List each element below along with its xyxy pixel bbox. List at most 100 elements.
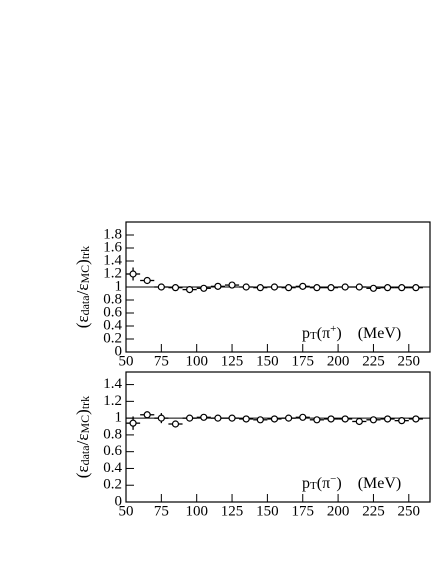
data-point — [285, 284, 293, 292]
y-label-part: /ε — [73, 434, 92, 446]
data-point — [355, 283, 363, 291]
data-point — [313, 416, 321, 424]
x-tick-label: 125 — [221, 503, 244, 519]
y-tick-label: 1 — [115, 278, 123, 294]
y-label-part: (ε — [73, 315, 92, 328]
y-axis-label: (εdata/εMC)trk — [73, 246, 92, 328]
data-point — [171, 420, 180, 428]
data-point — [398, 417, 406, 425]
annotation-part: p — [302, 325, 310, 342]
x-tick-label: 50 — [119, 503, 134, 519]
annotation-part: ) — [336, 475, 341, 492]
y-axis-label: (εdata/εMC)trk — [73, 396, 92, 478]
y-tick-label: 1.2 — [103, 265, 122, 281]
annotation-part: (MeV) — [358, 325, 402, 342]
data-point — [341, 283, 349, 291]
annotation-part: ) — [336, 325, 341, 342]
x-tick-label: 125 — [221, 353, 244, 369]
data-point — [369, 284, 378, 292]
y-tick-label: 1.4 — [103, 376, 122, 392]
y-label-part: (ε — [73, 465, 92, 478]
data-point — [412, 415, 420, 423]
data-point — [299, 282, 307, 290]
data-point — [143, 276, 151, 285]
x-tick-label: 50 — [119, 353, 134, 369]
y-tick-label: 0.8 — [103, 291, 122, 307]
x-tick-label: 225 — [362, 503, 385, 519]
plot-frame — [125, 371, 431, 503]
y-label-part: data — [78, 445, 92, 466]
data-point — [214, 282, 222, 290]
data-point — [214, 414, 222, 422]
x-tick-label: 225 — [362, 353, 385, 369]
annotation: pT(π+) (MeV) — [302, 323, 401, 342]
y-tick-label: 1.4 — [103, 252, 122, 268]
data-point — [369, 416, 378, 424]
annotation-part: T — [310, 480, 317, 492]
x-tick-label: 75 — [154, 503, 169, 519]
y-tick-label: 0.4 — [103, 317, 122, 333]
y-label-part: trk — [78, 396, 92, 409]
data-point — [256, 284, 264, 292]
data-point — [143, 411, 151, 419]
x-tick-label: 175 — [291, 353, 314, 369]
data-point — [256, 416, 264, 424]
annotation-part: (π — [317, 475, 330, 492]
annotation-part: T — [310, 330, 317, 342]
data-point — [341, 415, 349, 423]
data-point — [327, 415, 335, 423]
x-tick-label: 250 — [398, 503, 421, 519]
y-label-part: ) — [73, 259, 92, 265]
y-tick-label: 0 — [115, 493, 123, 509]
y-label-part: trk — [78, 246, 92, 259]
annotation: pT(π−) (MeV) — [302, 473, 401, 492]
y-tick-label: 1.2 — [103, 393, 122, 409]
y-tick-label: 1 — [115, 410, 123, 426]
data-point — [242, 283, 250, 291]
data-point — [157, 283, 165, 291]
y-tick-label: 0.8 — [103, 426, 122, 442]
data-point — [313, 284, 321, 292]
x-tick-label: 100 — [185, 353, 208, 369]
y-label-part: MC — [78, 415, 92, 434]
x-tick-label: 200 — [327, 503, 350, 519]
data-point — [383, 415, 392, 423]
data-point — [157, 414, 165, 422]
y-tick-label: 1.6 — [103, 239, 122, 255]
y-label-part: data — [78, 295, 92, 316]
data-point — [171, 284, 180, 292]
data-point — [285, 414, 293, 422]
data-point — [228, 414, 236, 422]
data-point — [327, 284, 335, 292]
y-tick-label: 0.6 — [103, 304, 122, 320]
data-point — [228, 281, 236, 289]
data-point — [242, 415, 250, 423]
annotation-part: p — [302, 475, 310, 492]
x-tick-label: 75 — [154, 353, 169, 369]
data-point — [200, 284, 208, 292]
data-point — [129, 270, 137, 278]
y-tick-label: 0.2 — [103, 477, 122, 493]
data-point — [412, 284, 420, 292]
x-tick-label: 175 — [291, 503, 314, 519]
data-point — [200, 413, 208, 421]
x-tick-label: 150 — [256, 503, 279, 519]
y-tick-label: 0 — [115, 343, 123, 359]
data-point — [299, 413, 307, 421]
x-tick-label: 200 — [327, 353, 350, 369]
data-point — [186, 286, 194, 294]
y-tick-label: 0.6 — [103, 443, 122, 459]
y-label-part: ) — [73, 409, 92, 415]
y-tick-label: 1.8 — [103, 226, 122, 242]
y-label-part: /ε — [73, 284, 92, 296]
data-point — [398, 284, 406, 292]
annotation-part: − — [330, 473, 336, 485]
annotation-part: + — [330, 323, 336, 335]
data-point — [129, 419, 137, 427]
data-point — [270, 283, 279, 291]
x-tick-label: 250 — [398, 353, 421, 369]
x-tick-label: 100 — [185, 503, 208, 519]
annotation-part: (MeV) — [358, 475, 402, 492]
data-point — [270, 415, 279, 423]
